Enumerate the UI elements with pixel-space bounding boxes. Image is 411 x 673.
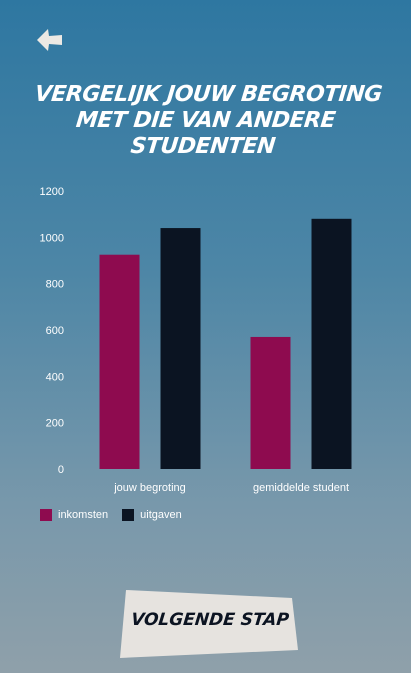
y-tick-label: 0	[58, 464, 64, 476]
page-title: VERGELIJK JOUW BEGROTING MET DIE VAN AND…	[33, 82, 384, 159]
bar-inkomsten-0	[99, 254, 140, 469]
next-step-button-shape	[120, 590, 298, 658]
bar-uitgaven-0	[160, 228, 201, 469]
y-tick-label: 600	[46, 325, 64, 337]
back-button[interactable]	[36, 27, 64, 53]
y-tick-label: 1000	[40, 232, 64, 244]
y-tick-label: 800	[46, 279, 64, 291]
next-step-button[interactable]: VOLGENDE STAP	[120, 590, 300, 658]
arrow-left-icon	[37, 29, 62, 51]
legend-item-inkomsten: inkomsten	[40, 509, 108, 521]
legend-item-uitgaven: uitgaven	[122, 509, 182, 521]
legend-swatch-inkomsten	[40, 509, 52, 521]
legend-label-uitgaven: uitgaven	[140, 509, 182, 521]
next-step-label: VOLGENDE STAP	[130, 610, 290, 630]
x-category-label: jouw begroting	[113, 482, 186, 494]
chart-legend: inkomsten uitgaven	[40, 509, 182, 521]
comparison-bar-chart: 0 200 400 600 800 1000 1200 jouw begroting gemid…	[40, 186, 352, 494]
bar-uitgaven-1	[311, 218, 352, 469]
bar-inkomsten-1	[250, 336, 291, 469]
y-tick-label: 400	[46, 371, 64, 383]
legend-label-inkomsten: inkomsten	[58, 509, 109, 521]
legend-swatch-uitgaven	[122, 509, 135, 521]
y-tick-label: 1200	[40, 186, 64, 198]
x-category-label: gemiddelde student	[253, 482, 349, 494]
y-tick-label: 200	[46, 418, 64, 430]
